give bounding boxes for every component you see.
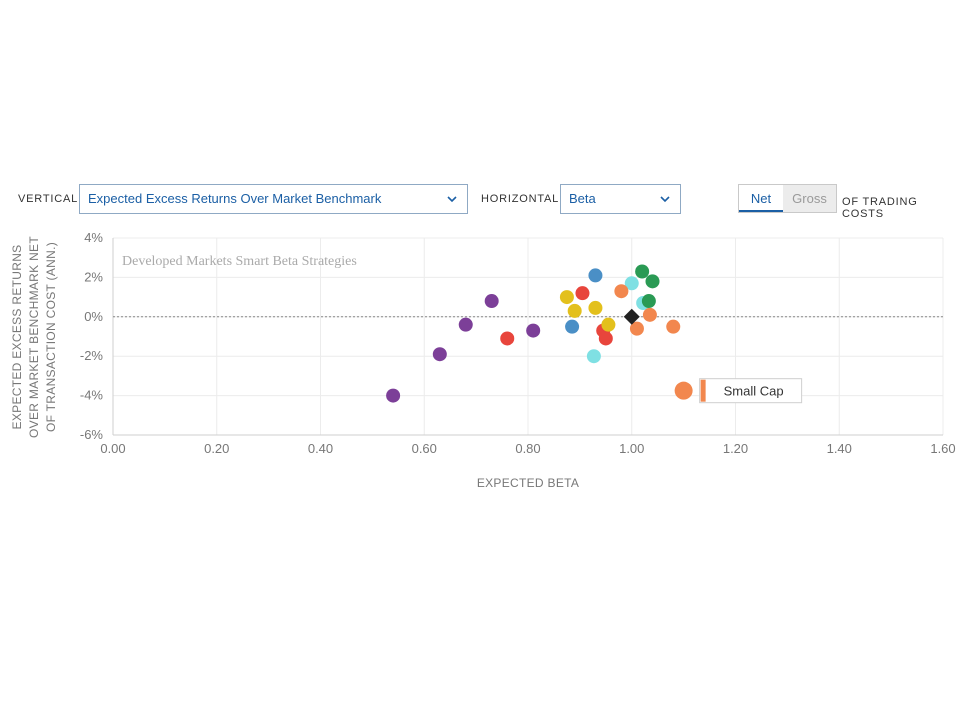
data-point [484,294,499,309]
data-point [386,388,401,403]
data-point [624,276,639,291]
data-point [666,319,681,334]
data-point [588,268,603,283]
data-points [386,264,693,403]
x-axis-ticks: 0.00 0.20 0.40 0.60 0.80 1.00 1.20 1.40 1.60 [100,441,955,456]
data-point [614,284,629,299]
data-point [575,286,590,301]
vertical-label: VERTICAL [18,193,78,205]
data-point [642,307,657,322]
chevron-down-icon [447,196,457,203]
data-point [645,274,660,289]
gross-toggle-button[interactable]: Gross [783,185,836,212]
y-tick-label: 4% [84,230,103,245]
tooltip-color-bar [700,379,706,402]
chart-grid [112,237,944,436]
data-point [588,300,603,315]
x-axis-title: EXPECTED BETA [477,476,579,490]
y-axis-ticks: 4% 2% 0% -2% -4% -6% [80,230,104,442]
x-tick-label: 1.60 [930,441,955,456]
trading-costs-toggle: Net Gross [738,184,837,213]
data-point [458,317,473,332]
trading-costs-label: OF TRADING COSTS [842,196,918,220]
data-point [586,349,601,364]
y-axis-title-line: EXPECTED EXCESS RETURNS [10,245,24,430]
net-toggle-button[interactable]: Net [739,185,783,212]
y-axis-title-line: OF TRANSACTION COST (ANN.) [44,242,58,432]
data-point [601,317,616,332]
x-tick-label: 0.60 [412,441,437,456]
data-point [565,319,580,334]
data-point [559,290,574,305]
scatter-chart: Developed Markets Smart Beta Strategies … [10,230,956,490]
x-tick-label: 1.40 [827,441,852,456]
y-tick-label: 2% [84,269,103,284]
controls-bar: VERTICAL Expected Excess Returns Over Ma… [0,183,960,215]
data-point [432,347,447,362]
data-point [567,303,582,318]
y-tick-label: -2% [80,348,104,363]
data-point [629,321,644,336]
x-tick-label: 0.40 [308,441,333,456]
tooltip-label: Small Cap [724,384,784,399]
y-tick-label: 0% [84,309,103,324]
horizontal-label: HORIZONTAL [481,193,560,205]
y-tick-label: -4% [80,388,104,403]
data-point [635,264,650,279]
x-tick-label: 0.00 [100,441,125,456]
chart-title: Developed Markets Smart Beta Strategies [122,254,357,269]
data-point [641,294,656,309]
y-axis-title-line: OVER MARKET BENCHMARK NET [27,236,41,438]
benchmark-marker [623,308,640,325]
horizontal-axis-value: Beta [569,191,596,206]
horizontal-axis-select[interactable]: Beta [560,184,681,214]
data-point [500,331,515,346]
y-tick-label: -6% [80,427,104,442]
x-tick-label: 1.00 [619,441,644,456]
data-point [674,381,693,400]
tooltip-box [699,378,803,404]
vertical-axis-value: Expected Excess Returns Over Market Benc… [88,191,382,206]
chevron-down-icon [660,196,670,203]
data-point [526,323,541,338]
data-point [598,331,613,346]
small-cap-tooltip: Small Cap [699,378,803,404]
x-tick-label: 0.20 [204,441,229,456]
vertical-axis-select[interactable]: Expected Excess Returns Over Market Benc… [79,184,468,214]
y-axis-title: EXPECTED EXCESS RETURNS OVER MARKET BENCH… [10,236,58,438]
x-tick-label: 1.20 [723,441,748,456]
x-tick-label: 0.80 [515,441,540,456]
